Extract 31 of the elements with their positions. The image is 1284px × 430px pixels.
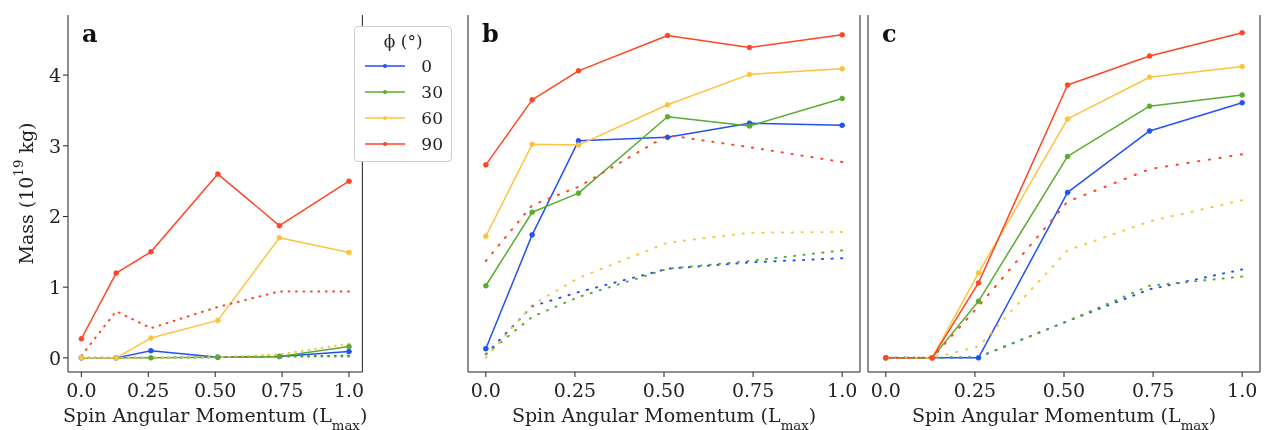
x-axis-title: Spin Angular Momentum (L$_{max}$) [63, 404, 368, 430]
x-axis-title: Spin Angular Momentum (L$_{max}$) [511, 404, 817, 430]
x-tick-label: 0.25 [127, 379, 170, 402]
legend-label: 30 [421, 82, 443, 102]
x-tick-label: 0.75 [1131, 379, 1175, 402]
x-tick-label: 0.50 [642, 379, 686, 402]
x-tick-label: 1.0 [333, 379, 365, 402]
annotation: b [482, 19, 499, 48]
x-tick-label: 0.50 [194, 379, 237, 402]
y-tick-label: 1 [48, 275, 61, 298]
annotation: c [882, 19, 897, 48]
x-tick-label: 1.0 [827, 379, 858, 402]
x-tick-label: 1.0 [1227, 379, 1258, 402]
x-tick-label: 0.75 [731, 379, 775, 402]
legend-label: 60 [421, 108, 443, 128]
x-tick-label: 0.50 [1042, 379, 1086, 402]
x-tick-label: 0.0 [870, 379, 901, 402]
x-axis-title: Spin Angular Momentum (L$_{max}$) [911, 404, 1217, 430]
y-tick-label: 2 [48, 205, 61, 228]
annotation: a [82, 19, 98, 48]
x-tick-label: 0.75 [260, 379, 304, 402]
x-tick-label: 0.0 [470, 379, 501, 402]
x-tick-label: 0.25 [553, 379, 597, 402]
y-tick-label: 0 [48, 346, 61, 369]
legend-label: 0 [421, 56, 433, 76]
legend-title: ϕ (°) [382, 31, 424, 51]
legend-label: 90 [421, 134, 443, 154]
x-tick-label: 0.0 [66, 379, 97, 402]
y-tick-label: 4 [48, 63, 61, 86]
x-tick-label: 0.25 [953, 379, 997, 402]
y-tick-label: 3 [48, 134, 61, 157]
